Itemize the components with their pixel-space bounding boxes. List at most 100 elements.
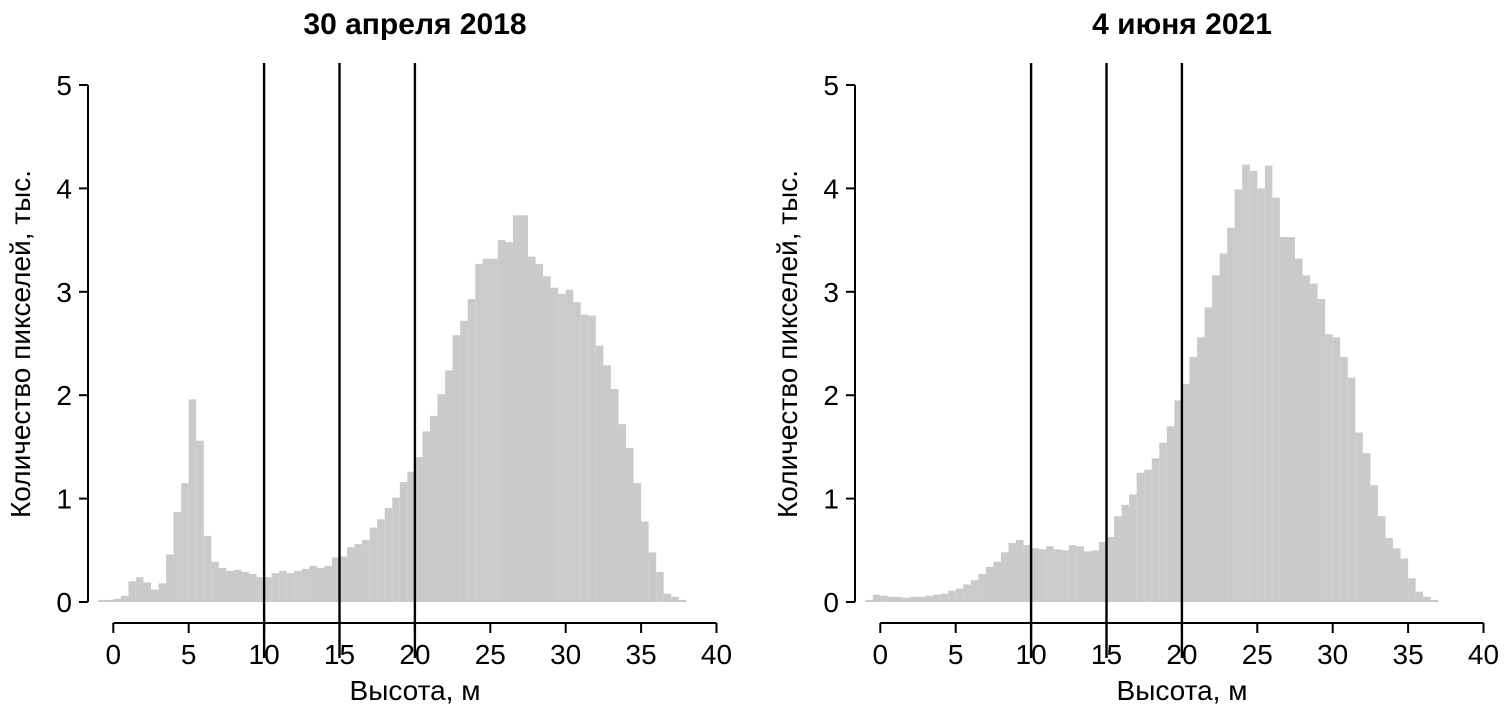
histogram-bar <box>279 570 287 602</box>
histogram-bar <box>1106 536 1115 602</box>
histogram-bar <box>309 565 317 602</box>
histogram-bar <box>354 544 363 602</box>
histogram-bar <box>528 256 536 602</box>
histogram-bar <box>1317 299 1326 602</box>
x-tick-label: 30 <box>550 639 581 670</box>
histogram-bar <box>925 595 934 602</box>
x-tick-label: 15 <box>1091 639 1122 670</box>
histogram-bar <box>233 569 242 602</box>
histogram-bar <box>369 527 378 602</box>
histogram-bar <box>1212 275 1220 602</box>
histogram-bar <box>663 593 672 602</box>
x-tick-label: 20 <box>399 639 430 670</box>
x-axis-label: Высота, м <box>350 675 481 706</box>
histogram-bar <box>1166 426 1175 602</box>
histogram-bar <box>618 424 627 602</box>
histogram-bar <box>970 580 979 602</box>
histogram-bar <box>143 582 151 602</box>
histogram-bar <box>1355 432 1363 602</box>
histogram-bar <box>1159 442 1167 602</box>
y-axis: 0 1 2 3 4 5 <box>56 70 89 618</box>
histogram-bar <box>362 539 370 602</box>
histogram-bar <box>626 447 634 602</box>
histogram-bar <box>1174 400 1182 602</box>
histogram-bar <box>610 389 619 602</box>
histogram-bar <box>128 581 136 602</box>
histogram-bar <box>505 242 513 603</box>
histogram-bar <box>120 595 129 602</box>
y-tick-label: 3 <box>823 277 839 308</box>
histogram-bar <box>452 335 461 602</box>
panel-title: 30 апреля 2018 <box>303 8 526 41</box>
histogram-bar <box>1302 275 1311 602</box>
histogram-bar <box>475 263 483 602</box>
histogram-bar <box>865 599 873 602</box>
histogram-bar <box>641 521 649 602</box>
histogram-bar <box>520 215 528 602</box>
histogram-bar <box>656 572 664 602</box>
y-tick-label: 5 <box>823 70 839 101</box>
x-tick-label: 40 <box>701 639 732 670</box>
histogram-bar <box>196 440 204 602</box>
histogram-bar <box>1264 165 1273 602</box>
histogram-bar <box>1129 494 1137 602</box>
histogram-bar <box>1046 546 1054 602</box>
x-tick-label: 10 <box>1016 639 1047 670</box>
histogram-bar <box>1136 472 1145 602</box>
histogram-bar <box>166 554 174 602</box>
histogram-bar <box>173 512 182 602</box>
histogram-bar <box>580 314 589 602</box>
histogram-bar <box>347 547 355 602</box>
bars <box>98 215 687 603</box>
histogram-bar <box>933 594 941 602</box>
histogram-bar <box>910 596 918 602</box>
x-axis: 0 5 10 15 20 25 30 35 40 <box>106 622 732 670</box>
histogram-bar <box>331 557 340 602</box>
histogram-bar <box>565 289 574 602</box>
histogram-bar <box>512 215 521 602</box>
histogram-bar <box>1393 548 1401 602</box>
y-tick-label: 1 <box>823 484 839 515</box>
histogram-bar <box>1362 453 1371 602</box>
x-tick-label: 35 <box>1393 639 1424 670</box>
histogram-bar <box>1121 504 1130 602</box>
histogram-bar <box>1008 543 1017 602</box>
histogram-bar <box>324 565 332 602</box>
y-tick-label: 2 <box>823 380 839 411</box>
histogram-bar <box>113 598 121 602</box>
histogram-bar <box>294 570 302 602</box>
histogram-bar <box>1325 334 1333 602</box>
histogram-bar <box>1204 307 1213 602</box>
histogram-panel-2018: 0 5 10 15 20 25 30 35 40 0 1 2 3 4 5 30 апреля 2018 Вы… <box>5 8 732 706</box>
histogram-bar <box>482 258 491 602</box>
histogram-bar <box>467 299 476 602</box>
histogram-bar <box>301 568 310 602</box>
histogram-bar <box>1181 383 1190 602</box>
histogram-bar <box>1234 189 1243 602</box>
histogram-bar <box>918 596 926 602</box>
histogram-bar <box>1340 356 1348 602</box>
y-tick-label: 4 <box>823 173 839 204</box>
y-tick-label: 0 <box>823 587 839 618</box>
x-tick-label: 30 <box>1317 639 1348 670</box>
y-axis: 0 1 2 3 4 5 <box>823 70 856 618</box>
y-tick-label: 2 <box>56 380 72 411</box>
histogram-bar <box>429 415 438 602</box>
histogram-bar <box>1272 197 1280 602</box>
histogram-bar <box>1000 552 1009 602</box>
histogram-bar <box>445 370 453 602</box>
histogram-bar <box>1023 545 1032 602</box>
histogram-bar <box>895 596 903 602</box>
histogram-bar <box>339 556 348 602</box>
histogram-bar <box>1053 549 1062 602</box>
x-tick-label: 20 <box>1166 639 1197 670</box>
histogram-bar <box>1347 377 1356 602</box>
histogram-bar <box>1151 458 1160 602</box>
histogram-bar <box>955 588 964 602</box>
histogram-bar <box>497 240 506 602</box>
histogram-bar <box>993 561 1001 602</box>
histogram-bar <box>1408 578 1416 602</box>
histogram-bar <box>203 535 212 602</box>
histogram-bar <box>648 552 657 602</box>
bars <box>865 164 1439 603</box>
